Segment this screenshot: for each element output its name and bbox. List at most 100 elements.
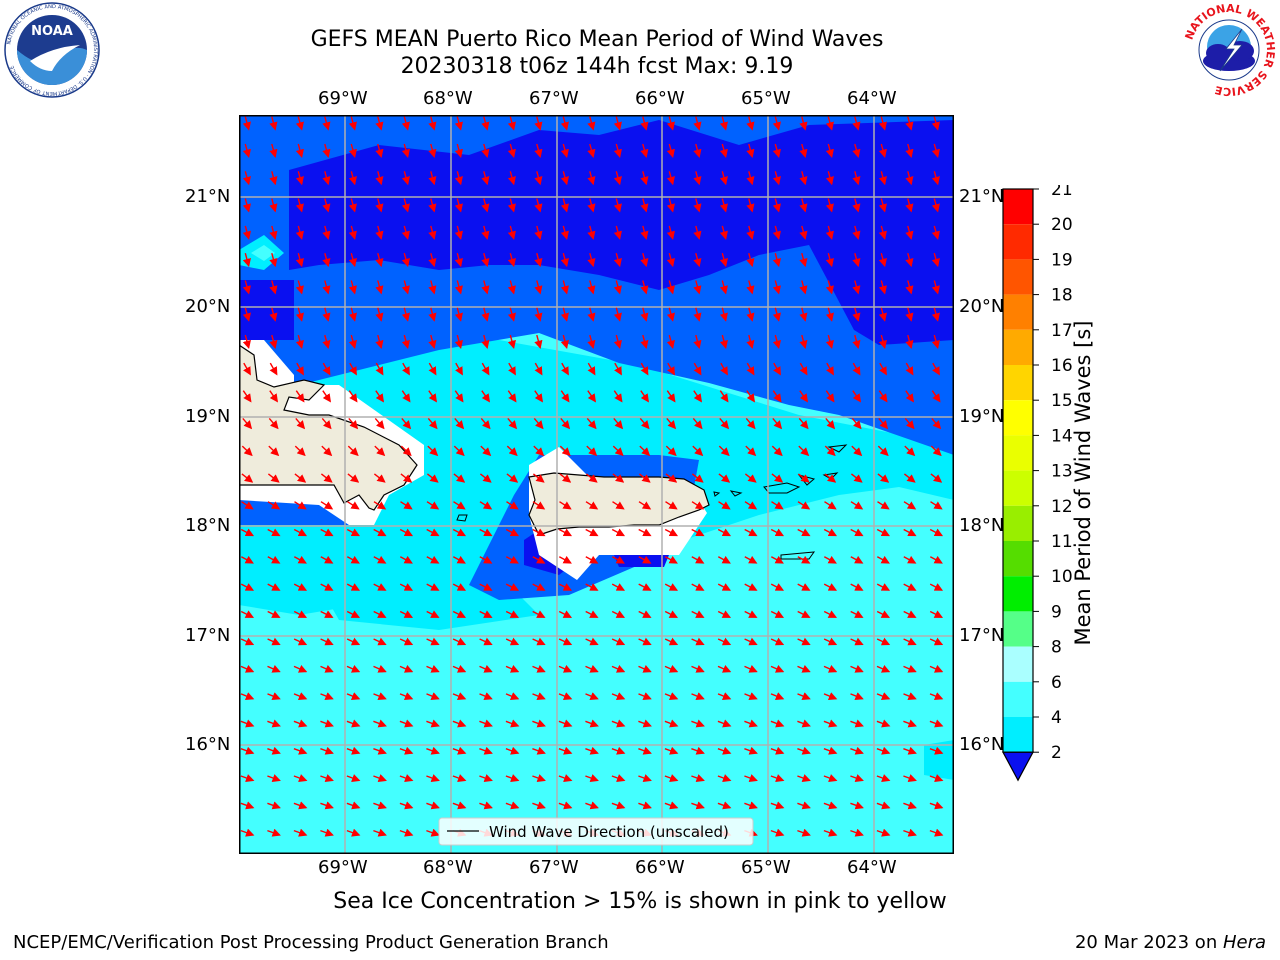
- wave-direction-arrow: [399, 692, 414, 700]
- wave-direction-arrow: [931, 116, 940, 131]
- wave-direction-arrow: [293, 774, 308, 782]
- wave-direction-arrow: [242, 280, 251, 295]
- wave-direction-arrow: [454, 334, 463, 350]
- colorbar-segment: [1003, 470, 1033, 506]
- wave-direction-arrow: [426, 719, 440, 728]
- wave-direction-arrow: [560, 253, 569, 268]
- wave-direction-arrow: [295, 307, 304, 322]
- wave-direction-arrow: [850, 828, 864, 837]
- colorbar-segment: [1003, 611, 1033, 647]
- wave-direction-arrow: [532, 501, 546, 510]
- wave-direction-arrow: [293, 528, 308, 537]
- wave-direction-arrow: [241, 501, 254, 510]
- wave-direction-arrow: [507, 390, 517, 403]
- wave-direction-arrow: [825, 334, 834, 350]
- wave-direction-arrow: [267, 774, 281, 782]
- wave-direction-arrow: [852, 116, 861, 131]
- wave-direction-arrow: [799, 362, 808, 376]
- wave-direction-arrow: [613, 280, 622, 295]
- wave-direction-arrow: [878, 307, 887, 322]
- wave-direction-arrow: [797, 719, 811, 728]
- field-4-6: [924, 740, 954, 780]
- wave-direction-arrow: [533, 445, 545, 457]
- wave-direction-arrow: [746, 143, 755, 158]
- wave-direction-arrow: [295, 116, 304, 131]
- wave-direction-arrow: [587, 171, 596, 186]
- wave-direction-arrow: [320, 610, 334, 618]
- wave-direction-arrow: [481, 334, 490, 350]
- wave-direction-arrow: [532, 774, 546, 782]
- wave-direction-arrow: [348, 143, 357, 158]
- wave-direction-arrow: [505, 774, 520, 782]
- wave-direction-arrow: [269, 334, 278, 350]
- wave-direction-arrow: [322, 116, 331, 131]
- colorbar-tick-label: 19: [1051, 250, 1073, 270]
- wave-direction-arrow: [614, 362, 622, 376]
- wave-direction-arrow: [481, 390, 491, 403]
- wave-direction-arrow: [613, 143, 622, 158]
- wave-direction-arrow: [586, 417, 597, 430]
- wave-direction-arrow: [666, 143, 675, 158]
- wave-direction-arrow: [399, 801, 414, 810]
- wave-direction-arrow: [587, 280, 596, 295]
- wave-direction-arrow: [426, 610, 440, 618]
- wave-direction-arrow: [878, 171, 887, 186]
- wave-direction-arrow: [426, 692, 440, 700]
- island-outline: [713, 491, 721, 497]
- map-panel: Wind Wave Direction (unscaled): [239, 115, 954, 854]
- wave-direction-arrow: [560, 171, 569, 186]
- wave-direction-arrow: [375, 171, 384, 186]
- wave-direction-arrow: [903, 692, 917, 700]
- wave-direction-arrow: [613, 417, 624, 430]
- wave-direction-arrow: [746, 390, 756, 403]
- footer-date: 20 Mar 2023 on: [1074, 932, 1223, 953]
- wave-direction-arrow: [611, 664, 626, 673]
- field-below-2: [614, 555, 669, 567]
- wave-direction-arrow: [691, 555, 705, 564]
- wave-direction-arrow: [322, 143, 331, 158]
- wave-direction-arrow: [532, 528, 546, 537]
- wave-direction-arrow: [666, 116, 675, 131]
- wave-direction-arrow: [585, 501, 599, 510]
- wave-direction-arrow: [585, 746, 599, 755]
- wave-direction-arrow: [878, 198, 887, 213]
- wave-direction-arrow: [322, 362, 331, 376]
- wave-direction-arrow: [878, 390, 888, 403]
- wave-direction-arrow: [905, 171, 914, 186]
- wave-direction-arrow: [825, 171, 834, 186]
- wave-direction-arrow: [876, 664, 891, 673]
- wave-direction-arrow: [666, 334, 675, 350]
- wave-direction-arrow: [744, 637, 758, 646]
- wave-direction-arrow: [348, 334, 357, 350]
- wave-direction-arrow: [505, 692, 520, 700]
- wave-direction-arrow: [558, 746, 573, 755]
- wave-direction-arrow: [505, 637, 520, 646]
- wave-direction-arrow: [612, 501, 625, 510]
- wave-direction-arrow: [295, 390, 305, 403]
- wave-direction-arrow: [851, 445, 863, 457]
- wave-direction-arrow: [534, 198, 543, 213]
- wave-direction-arrow: [691, 746, 705, 755]
- colorbar-segment: [1003, 224, 1033, 260]
- wave-direction-arrow: [585, 637, 599, 646]
- wave-direction-arrow: [294, 473, 307, 483]
- wave-direction-arrow: [452, 719, 467, 728]
- wave-direction-arrow: [560, 225, 569, 240]
- wave-direction-arrow: [825, 198, 834, 213]
- wave-direction-arrow: [744, 801, 758, 810]
- wave-direction-arrow: [638, 664, 652, 673]
- wave-direction-arrow: [664, 610, 679, 618]
- wave-direction-arrow: [373, 746, 387, 755]
- wave-direction-arrow: [771, 473, 784, 483]
- wave-direction-arrow: [399, 746, 414, 755]
- noaa-logo: NOAA NATIONAL OCEANIC AND ATMOSPHERIC AD…: [4, 2, 100, 98]
- wave-direction-arrow: [293, 555, 307, 564]
- wave-direction-arrow: [400, 445, 412, 457]
- wave-direction-arrow: [746, 334, 755, 350]
- colorbar-tick-label: 10: [1051, 567, 1073, 587]
- wave-direction-arrow: [851, 417, 862, 430]
- wave-direction-arrow: [746, 198, 755, 213]
- wave-direction-arrow: [929, 746, 944, 755]
- wave-direction-arrow: [850, 583, 864, 591]
- wave-direction-arrow: [320, 555, 334, 564]
